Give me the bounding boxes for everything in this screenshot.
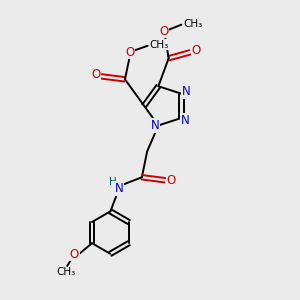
Text: N: N <box>150 119 159 132</box>
Text: H: H <box>109 177 116 187</box>
Text: CH₃: CH₃ <box>184 19 203 29</box>
Text: N: N <box>182 85 190 98</box>
Text: CH₃: CH₃ <box>149 40 169 50</box>
Text: O: O <box>70 248 79 261</box>
Text: CH₃: CH₃ <box>57 267 76 278</box>
Text: O: O <box>160 25 169 38</box>
Text: O: O <box>125 46 135 59</box>
Text: N: N <box>181 113 189 127</box>
Text: N: N <box>115 182 124 195</box>
Text: O: O <box>91 68 100 81</box>
Text: O: O <box>191 44 200 57</box>
Text: O: O <box>166 174 175 187</box>
